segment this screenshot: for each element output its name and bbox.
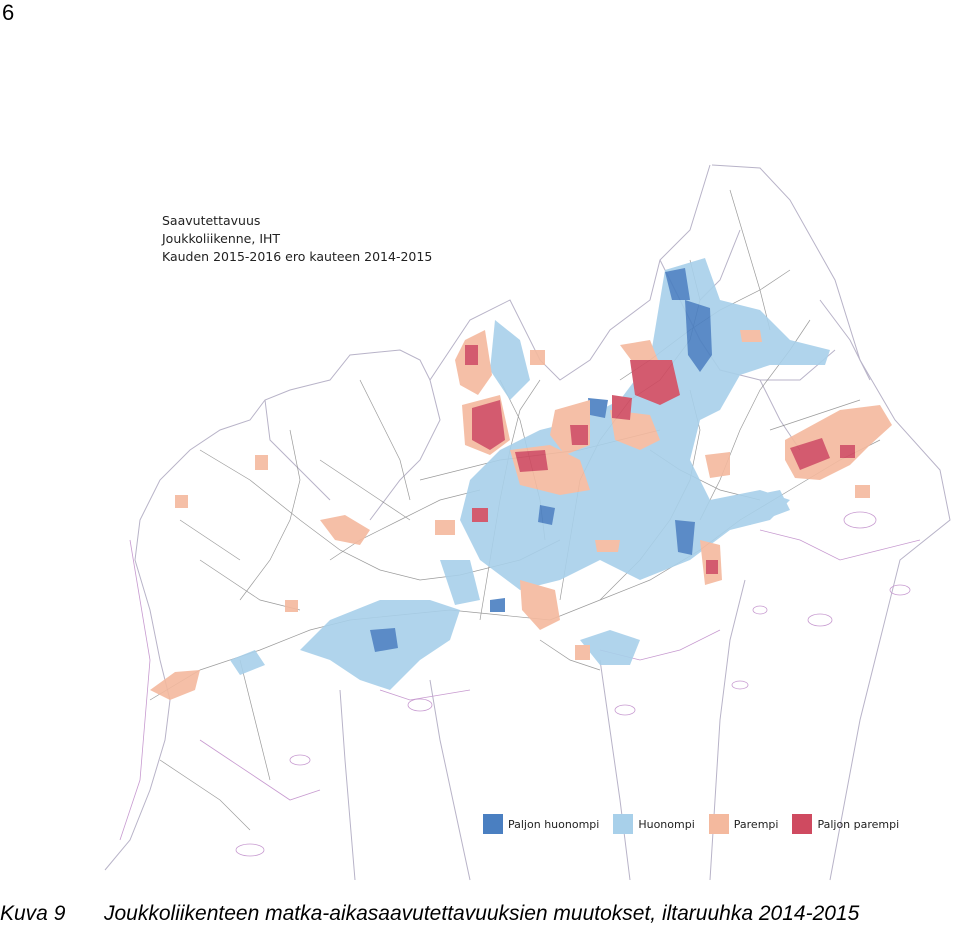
legend-swatch-parempi: [708, 814, 729, 834]
figure-caption-label: Kuva 9: [0, 902, 66, 925]
map-legend: Paljon huonompi Huonompi Parempi Paljon …: [483, 814, 913, 834]
map-title-line-2: Joukkoliikenne, IHT: [162, 231, 281, 246]
figure-caption: Kuva 9 Joukkoliikenteen matka-aikasaavute…: [0, 902, 960, 926]
legend-swatch-paljon-parempi: [792, 814, 813, 834]
page-number: 6: [2, 0, 15, 25]
legend-swatch-huonompi: [613, 814, 634, 834]
legend-item-huonompi: Huonompi: [613, 814, 695, 834]
legend-label-paljon-parempi: Paljon parempi: [817, 817, 900, 831]
map-title-line-3: Kauden 2015-2016 ero kauteen 2014-2015: [162, 249, 433, 264]
change-areas: [150, 258, 892, 700]
legend-item-paljon-huonompi: Paljon huonompi: [483, 814, 599, 834]
accessibility-map: [104, 164, 951, 881]
legend-label-parempi: Parempi: [733, 817, 779, 831]
legend-swatch-paljon-huonompi: [483, 814, 503, 834]
map-title: Saavutettavuus Joukkoliikenne, IHT Kaude…: [162, 212, 432, 266]
figure-caption-text: Joukkoliikenteen matka-aikasaavutettavuu…: [104, 902, 860, 925]
map-title-line-1: Saavutettavuus: [162, 213, 261, 228]
legend-item-paljon-parempi: Paljon parempi: [792, 814, 899, 834]
legend-item-parempi: Parempi: [708, 814, 779, 834]
legend-label-paljon-huonompi: Paljon huonompi: [508, 817, 600, 831]
legend-label-huonompi: Huonompi: [638, 817, 695, 831]
